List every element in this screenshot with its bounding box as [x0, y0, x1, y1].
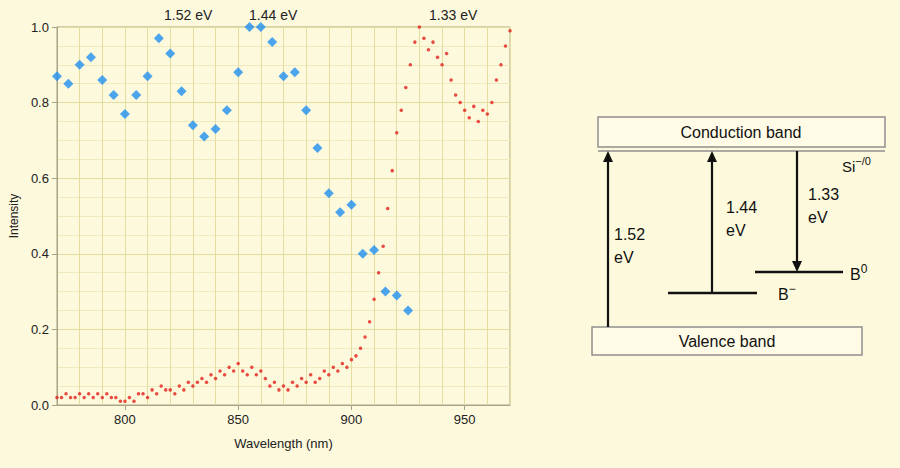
svg-text:0.2: 0.2 — [31, 322, 49, 337]
svg-text:1.33: 1.33 — [808, 186, 839, 203]
svg-text:Valence band: Valence band — [679, 333, 776, 350]
svg-text:0.4: 0.4 — [31, 246, 49, 261]
svg-text:eV: eV — [808, 209, 828, 226]
svg-text:Wavelength (nm): Wavelength (nm) — [234, 436, 333, 451]
svg-text:950: 950 — [454, 412, 476, 427]
svg-text:eV: eV — [614, 249, 634, 266]
svg-text:B0: B0 — [850, 262, 868, 283]
svg-text:B−: B− — [778, 282, 796, 303]
svg-text:1.44 eV: 1.44 eV — [249, 7, 298, 23]
svg-text:900: 900 — [341, 412, 363, 427]
svg-text:1.33 eV: 1.33 eV — [429, 7, 478, 23]
svg-text:1.52: 1.52 — [614, 226, 645, 243]
svg-text:0.6: 0.6 — [31, 171, 49, 186]
svg-text:1.0: 1.0 — [31, 20, 49, 35]
svg-text:0.0: 0.0 — [31, 398, 49, 413]
svg-text:850: 850 — [227, 412, 249, 427]
svg-text:Si−/0: Si−/0 — [842, 155, 871, 175]
svg-text:800: 800 — [114, 412, 136, 427]
svg-text:1.44: 1.44 — [726, 199, 757, 216]
svg-text:0.8: 0.8 — [31, 95, 49, 110]
svg-text:eV: eV — [726, 222, 746, 239]
svg-text:1.52 eV: 1.52 eV — [164, 7, 213, 23]
svg-text:Conduction band: Conduction band — [681, 124, 802, 141]
svg-text:Intensity: Intensity — [7, 194, 21, 239]
